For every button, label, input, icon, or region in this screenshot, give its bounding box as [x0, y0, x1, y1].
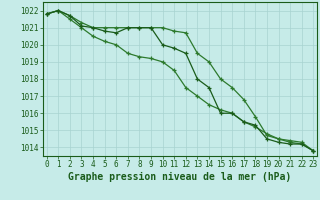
X-axis label: Graphe pression niveau de la mer (hPa): Graphe pression niveau de la mer (hPa) — [68, 172, 292, 182]
